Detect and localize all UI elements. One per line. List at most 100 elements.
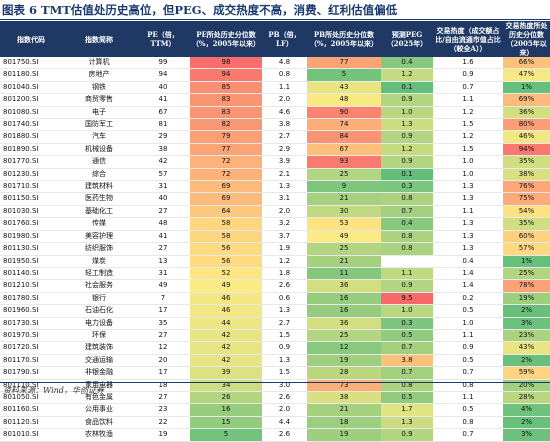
cell-pe-pct: 77 [190,143,262,157]
cell-pb: 1.8 [262,267,307,281]
cell-pb: 2.0 [262,205,307,219]
cell-name: 汽车 [62,130,136,144]
cell-pe-pct: 39 [190,366,262,380]
cell-code: 801790.SI [0,366,62,380]
cell-pe: 27 [136,242,190,256]
table-row: 801210.SI 社会服务 49 49 2.6 36 0.9 1.4 78% [0,279,550,293]
cell-peg: 1.0 [381,304,433,318]
cell-pe: 35 [136,317,190,330]
cell-peg: 0.1 [381,81,433,95]
cell-peg: 0.8 [381,379,433,392]
cell-pb-pct: 43 [307,81,381,95]
header-pe: PE（倍，TTM） [136,21,190,57]
cell-peg: 0.7 [381,205,433,219]
cell-pe: 49 [136,279,190,293]
cell-peg: 0.9 [381,130,433,144]
cell-pe-pct: 26 [190,391,262,405]
cell-peg: 1.1 [381,267,433,281]
cell-code: 801720.SI [0,341,62,355]
cell-pb: 2.0 [262,93,307,107]
cell-name: 轻工制造 [62,267,136,281]
cell-heat: 0.5 [433,403,503,417]
cell-peg: 0.3 [381,317,433,330]
table-row: 801080.SI 电子 67 83 4.6 90 1.0 1.2 36% [0,106,550,120]
cell-name: 商贸零售 [62,93,136,107]
cell-heat: 0.8 [433,379,503,392]
header-pb: PB（倍，LF） [262,21,307,57]
cell-peg: 0.8 [381,230,433,244]
cell-heat: 0.8 [433,416,503,430]
cell-peg: 1.3 [381,416,433,430]
cell-pb-pct: 21 [307,255,381,268]
cell-pe-pct: 72 [190,168,262,182]
cell-code: 801140.SI [0,267,62,281]
cell-pb: 2.6 [262,279,307,293]
cell-name: 银行 [62,292,136,306]
cell-code: 801890.SI [0,143,62,157]
cell-name: 农林牧渔 [62,428,136,442]
cell-peg: 0.9 [381,155,433,169]
cell-pb-pct: 73 [307,379,381,392]
cell-peg: 1.0 [381,106,433,120]
cell-name: 纺织服饰 [62,242,136,256]
header-pe-pct: PE所处历史分位数（%，2005年以来） [190,21,262,57]
cell-peg: 1.2 [381,68,433,82]
cell-pb: 0.8 [262,68,307,82]
table-row: 801710.SI 建筑材料 31 69 1.3 9 0.3 1.3 76% [0,180,550,194]
cell-pb-pct: 67 [307,143,381,157]
cell-heat: 1.2 [433,106,503,120]
cell-pb-pct: 93 [307,155,381,169]
header-heat: 交易热度（成交额占比/自由流通市值占比（較全A）） [433,21,503,57]
cell-name: 环保 [62,329,136,343]
cell-heat: 1.5 [433,143,503,157]
cell-pe: 67 [136,106,190,120]
cell-heat: 1.0 [433,155,503,169]
cell-heat: 0.7 [433,81,503,95]
cell-code: 801980.SI [0,230,62,244]
cell-pe-pct: 42 [190,354,262,368]
cell-pb: 0.9 [262,341,307,355]
table-row: 801030.SI 基础化工 27 64 2.0 30 0.7 1.1 54% [0,205,550,219]
cell-heat-pct: 36% [503,106,550,120]
cell-pe-pct: 5 [190,428,262,442]
cell-code: 801960.SI [0,304,62,318]
valuation-table: 指数代码 指数简称 PE（倍，TTM） PE所处历史分位数（%，2005年以来）… [0,21,550,442]
cell-pb-pct: 21 [307,403,381,417]
cell-name: 煤炭 [62,255,136,268]
cell-pe-pct: 98 [190,57,262,70]
cell-heat: 1.6 [433,57,503,70]
cell-peg: 9.5 [381,292,433,306]
cell-peg: 0.7 [381,341,433,355]
cell-pe: 41 [136,230,190,244]
cell-peg: 1.7 [381,403,433,417]
cell-heat: 1.4 [433,267,503,281]
cell-heat: 1.3 [433,242,503,256]
cell-name: 社会服务 [62,279,136,293]
cell-pe-pct: 44 [190,317,262,330]
cell-name: 传媒 [62,217,136,231]
cell-pe: 20 [136,354,190,368]
cell-pb-pct: 19 [307,354,381,368]
cell-name: 交通运输 [62,354,136,368]
cell-pe-pct: 58 [190,230,262,244]
cell-code: 801010.SI [0,428,62,442]
cell-pe: 23 [136,403,190,417]
cell-code: 801120.SI [0,416,62,430]
cell-pe: 19 [136,428,190,442]
header-heat-pct: 交易热度所处历史分位数（2005年以来） [503,21,550,57]
cell-pe-pct: 52 [190,267,262,281]
cell-heat: 0.9 [433,68,503,82]
figure-title: 图表 6 TMT估值处历史高位，但PEG、成交热度不高，消费、红利估值偏低 [2,3,398,17]
cell-heat-pct: 4% [503,403,550,417]
cell-pb: 2.9 [262,143,307,157]
cell-pe-pct: 69 [190,192,262,206]
cell-pb-pct: 25 [307,242,381,256]
cell-peg: 0.9 [381,279,433,293]
cell-code: 801030.SI [0,205,62,219]
table-row: 801180.SI 房地产 94 94 0.8 5 1.2 0.9 47% [0,68,550,82]
cell-name: 美容护理 [62,230,136,244]
table-row: 801960.SI 石油石化 17 46 1.3 16 1.0 0.5 2% [0,304,550,318]
cell-code: 801040.SI [0,81,62,95]
cell-heat-pct: 1% [503,81,550,95]
table-row: 801140.SI 轻工制造 31 52 1.8 11 1.1 1.4 25% [0,267,550,281]
